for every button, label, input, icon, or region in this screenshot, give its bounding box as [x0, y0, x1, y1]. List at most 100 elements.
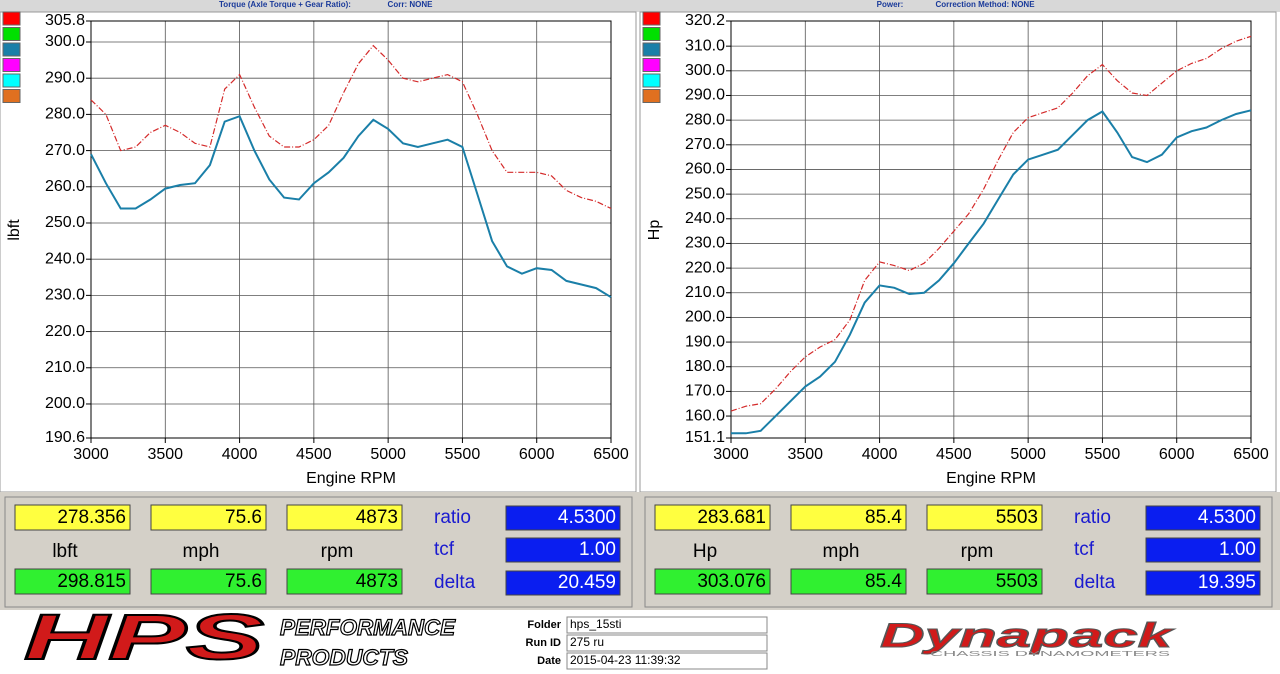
cursor-box [286, 504, 403, 531]
legend-swatch [642, 58, 661, 72]
legend-swatch [642, 11, 661, 26]
legend-swatch [2, 89, 21, 103]
logo-text: PRODUCTS [280, 645, 408, 670]
param-value: 1.00 [579, 539, 616, 560]
x-tick-label: 4500 [296, 446, 332, 463]
x-axis-label: Engine RPM [946, 470, 1036, 487]
compare-box [790, 568, 907, 595]
x-tick-label: 3000 [73, 446, 109, 463]
x-tick-label: 6000 [519, 446, 555, 463]
y-tick-label: 260.0 [45, 178, 85, 195]
unit-label: rpm [961, 541, 994, 562]
series-line [90, 44, 612, 210]
y-tick-label: 280.0 [685, 111, 725, 128]
unit-label: rpm [321, 541, 354, 562]
compare-box [150, 568, 267, 595]
logo-text: Dynapack [880, 617, 1176, 655]
legend-swatch [2, 42, 21, 57]
param-label: ratio [1074, 507, 1111, 528]
param-value: 19.395 [1198, 572, 1256, 593]
x-axis-label: Engine RPM [306, 470, 396, 487]
compare-value: 303.076 [697, 571, 766, 592]
legend-swatch [642, 89, 661, 103]
info-box [566, 616, 768, 634]
y-tick-label: 170.0 [685, 383, 725, 400]
x-tick-label: 6500 [1233, 446, 1269, 463]
legend-swatch [2, 11, 21, 26]
cursor-value: 5503 [996, 507, 1038, 528]
x-tick-label: 6500 [593, 446, 629, 463]
unit-label: Hp [693, 541, 717, 562]
y-tick-label: 151.1 [685, 429, 725, 446]
chart-pane [0, 11, 637, 493]
y-tick-label: 250.0 [45, 214, 85, 231]
cursor-value: 75.6 [225, 507, 262, 528]
x-tick-label: 4000 [862, 446, 898, 463]
y-tick-label: 280.0 [45, 106, 85, 123]
legend-swatch [642, 27, 661, 41]
x-tick-label: 5000 [1010, 446, 1046, 463]
plot-frame [730, 20, 1252, 439]
info-box [566, 634, 768, 652]
param-value: 4.5300 [1198, 507, 1256, 528]
param-box [1145, 570, 1261, 596]
compare-box [926, 568, 1043, 595]
plot-frame [90, 20, 612, 439]
x-tick-label: 5500 [1085, 446, 1121, 463]
logo-text: PERFORMANCE [280, 615, 456, 640]
hps-logo: HPS PERFORMANCE PRODUCTS [23, 600, 457, 674]
y-tick-label: 220.0 [45, 323, 85, 340]
cursor-value: 278.356 [57, 507, 126, 528]
unit-label: mph [183, 541, 220, 562]
cursor-box [14, 504, 131, 531]
compare-value: 5503 [996, 571, 1038, 592]
title-strip [0, 0, 1280, 12]
x-tick-label: 4500 [936, 446, 972, 463]
compare-value: 298.815 [57, 571, 126, 592]
y-tick-label: 210.0 [685, 284, 725, 301]
compare-box [654, 568, 771, 595]
cursor-box [926, 504, 1043, 531]
info-label: Date [537, 655, 561, 667]
y-tick-label: 260.0 [685, 161, 725, 178]
info-box [566, 652, 768, 670]
series-line [730, 35, 1252, 412]
param-label: ratio [434, 507, 471, 528]
chart-subtitle: Corr: NONE [388, 0, 434, 9]
info-label: Run ID [526, 637, 561, 649]
cursor-box [150, 504, 267, 531]
y-axis-label: lbft [6, 219, 23, 241]
cursor-box [654, 504, 771, 531]
x-tick-label: 6000 [1159, 446, 1195, 463]
info-value: 2015-04-23 11:39:32 [570, 653, 681, 667]
param-label: tcf [1074, 539, 1095, 560]
x-tick-label: 4000 [222, 446, 258, 463]
y-tick-label: 210.0 [45, 359, 85, 376]
unit-label: mph [823, 541, 860, 562]
cursor-value: 85.4 [865, 507, 902, 528]
y-tick-label: 305.8 [45, 12, 85, 29]
param-box [505, 505, 621, 531]
x-tick-label: 3500 [147, 446, 183, 463]
info-value: 275 ru [570, 635, 604, 649]
y-axis-label: Hp [646, 220, 663, 241]
chart-subtitle: Correction Method: NONE [935, 0, 1035, 9]
chart-title: Power: [877, 0, 904, 9]
param-box [1145, 505, 1261, 531]
cursor-box [790, 504, 907, 531]
chart-title: Torque (Axle Torque + Gear Ratio): [219, 0, 351, 9]
x-tick-label: 3500 [787, 446, 823, 463]
legend-swatch [2, 58, 21, 72]
legend-swatch [2, 27, 21, 41]
legend-swatch [2, 73, 21, 88]
logo-text: CHASSIS DYNAMOMETERS [930, 651, 1171, 658]
y-tick-label: 250.0 [685, 185, 725, 202]
compare-value: 4873 [356, 571, 398, 592]
compare-box [14, 568, 131, 595]
unit-label: lbft [52, 541, 78, 562]
y-tick-label: 290.0 [685, 87, 725, 104]
y-tick-label: 230.0 [45, 287, 85, 304]
y-tick-label: 200.0 [685, 309, 725, 326]
y-tick-label: 270.0 [45, 142, 85, 159]
